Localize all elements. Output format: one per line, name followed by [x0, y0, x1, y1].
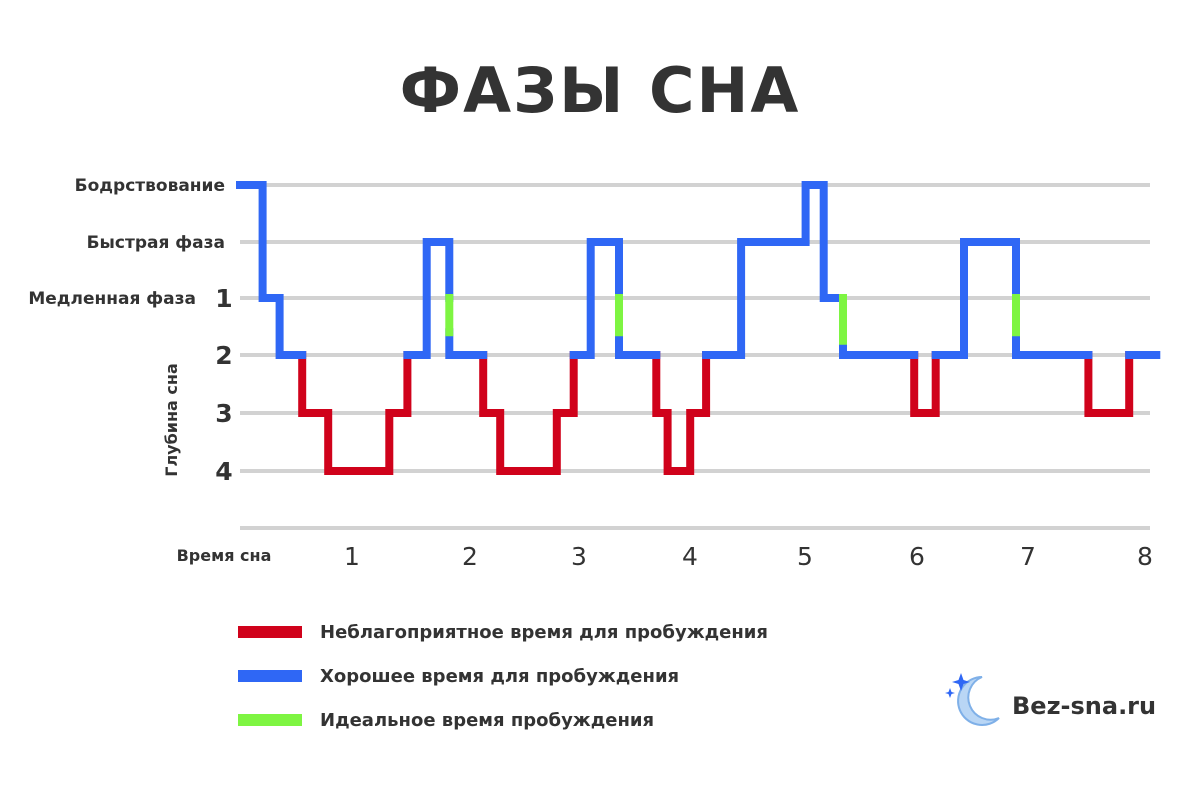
x-tick-label: 1 — [344, 542, 360, 571]
legend-swatch-ideal — [238, 714, 302, 726]
y-level-number: 2 — [215, 341, 232, 370]
sleep-segment-good — [615, 328, 661, 359]
brand-logo: Bez-sna.ru — [945, 673, 1156, 726]
sleep-segment-good — [702, 181, 847, 359]
sleep-segment-unfavorable — [298, 351, 412, 475]
y-axis-title: Глубина сна — [162, 363, 181, 476]
x-tick-label: 3 — [571, 542, 587, 571]
y-axis-labels: Бодрствование Быстрая фаза Медленная фаза 1… — [28, 176, 232, 486]
x-tick-label: 7 — [1020, 542, 1036, 571]
sleep-segment-unfavorable — [1084, 351, 1134, 417]
legend-label: Хорошее время для пробуждения — [320, 666, 679, 687]
x-tick-label: 6 — [909, 542, 925, 571]
x-tick-label: 5 — [797, 542, 813, 571]
x-tick-label: 8 — [1137, 542, 1153, 571]
sleep-segment-unfavorable — [479, 351, 578, 475]
sleep-segment-good — [445, 328, 488, 359]
sleep-segment-good — [236, 181, 307, 359]
legend-swatch-good — [238, 670, 302, 682]
legend-swatch-unfavorable — [238, 626, 302, 638]
x-tick-label: 4 — [682, 542, 698, 571]
y-level-number: 3 — [215, 399, 232, 428]
legend-label: Идеальное время пробуждения — [320, 710, 654, 731]
sleep-curve — [236, 181, 1161, 475]
x-axis-title: Время сна — [177, 546, 272, 565]
sleep-segment-unfavorable — [652, 351, 711, 475]
y-level-label: Бодрствование — [75, 176, 225, 196]
sleep-segment-good — [403, 238, 454, 359]
y-level-label: Медленная фаза — [28, 289, 196, 309]
sleep-segment-unfavorable — [910, 351, 940, 417]
sleep-segment-good — [1012, 328, 1093, 359]
legend: Неблагоприятное время для пробуждения Хор… — [238, 622, 768, 731]
y-level-number: 1 — [215, 284, 232, 313]
brand-name: Bez-sna.ru — [1012, 692, 1156, 720]
legend-label: Неблагоприятное время для пробуждения — [320, 622, 768, 643]
sleep-segment-good — [839, 336, 919, 359]
chart-title: ФАЗЫ СНА — [400, 54, 801, 127]
y-level-number: 4 — [215, 457, 232, 486]
sleep-segment-good — [569, 238, 623, 359]
y-level-label: Быстрая фаза — [87, 233, 225, 253]
sleep-segment-good — [931, 238, 1020, 359]
moon-stars-icon — [945, 673, 1000, 726]
x-tick-label: 2 — [462, 542, 478, 571]
x-axis-ticks: 1 2 3 4 5 6 7 8 — [344, 542, 1153, 571]
